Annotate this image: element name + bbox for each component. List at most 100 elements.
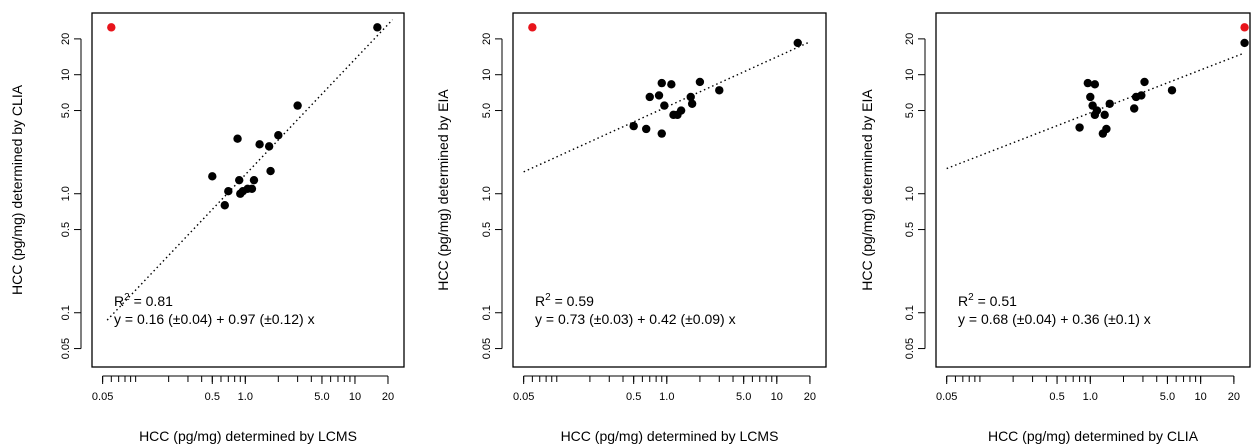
plot-frame (91, 12, 405, 368)
data-point (629, 121, 638, 131)
data-point (1092, 106, 1102, 115)
r-squared-symbol: R (535, 293, 545, 309)
y-tick-label: 20 (904, 33, 916, 45)
r-squared-symbol: R (958, 293, 968, 309)
data-point (264, 142, 274, 151)
x-tick-label: 0.5 (626, 391, 641, 403)
x-tick-label: 20 (804, 391, 816, 403)
data-point (793, 38, 802, 48)
outlier-point (107, 23, 116, 32)
x-tick-label: 0.05 (513, 391, 534, 403)
x-tick-label: 5.0 (314, 391, 329, 403)
r-squared-exponent: 2 (545, 292, 551, 303)
y-axis-title: HCC (pg/mg) determined by EIA (435, 89, 451, 291)
r-squared-exponent: 2 (124, 292, 130, 303)
y-tick-label: 0.05 (904, 338, 916, 359)
r-squared-symbol: R (114, 293, 124, 309)
data-point (255, 140, 264, 149)
data-point (654, 91, 664, 100)
regression-equation: y = 0.73 (±0.03) + 0.42 (±0.09) x (535, 311, 736, 327)
r-squared-value: = 0.51 (974, 293, 1017, 309)
data-point (274, 131, 283, 140)
data-point (1137, 91, 1146, 100)
x-tick-label: 10 (771, 391, 783, 403)
data-point (224, 187, 233, 196)
x-tick-label: 0.05 (92, 391, 113, 403)
r-squared-value: = 0.59 (551, 293, 594, 309)
y-axis-title: HCC (pg/mg) determined by CLIA (9, 84, 25, 295)
scatter-panel-1: 0.05 0.5 1.0 5.0 10 20 0.05 0.1 0.5 1.0 5.0 10 20 HCC… (9, 12, 405, 444)
x-tick-label: 20 (1228, 391, 1240, 403)
outlier-point (528, 23, 537, 32)
data-point (1083, 78, 1093, 88)
y-tick-label: 0.5 (904, 222, 916, 237)
data-point (1086, 92, 1095, 102)
y-tick-label: 1.0 (904, 186, 916, 201)
data-point (1140, 77, 1149, 87)
x-tick-label: 20 (382, 391, 394, 403)
y-tick-label: 10 (481, 69, 493, 81)
scatter-panel-2: 0.05 0.5 1.0 5.0 10 20 0.05 0.1 0.5 1.0 5.0 10 20 HCC… (435, 12, 827, 444)
y-tick-label: 0.1 (904, 305, 916, 320)
regression-equation: y = 0.68 (±0.04) + 0.36 (±0.1) x (958, 311, 1151, 327)
outlier-point (1240, 23, 1249, 32)
data-point (715, 86, 724, 95)
data-point (645, 92, 654, 102)
y-tick-label: 0.5 (60, 222, 72, 237)
data-point (235, 175, 244, 185)
data-point (1240, 38, 1249, 48)
plot-frame (935, 12, 1251, 368)
y-tick-label: 1.0 (60, 186, 72, 201)
r-squared-exponent: 2 (968, 292, 974, 303)
x-tick-label: 5.0 (736, 391, 751, 403)
plot-frame (512, 12, 827, 368)
data-point (676, 106, 686, 115)
r-squared-label: R2 = 0.51 (958, 292, 1017, 309)
data-point (247, 184, 257, 193)
r-squared-label: R2 = 0.81 (114, 292, 173, 309)
y-tick-label: 20 (60, 33, 72, 45)
data-point (642, 124, 651, 134)
data-point (667, 80, 676, 89)
regression-line (523, 41, 811, 173)
y-tick-label: 0.05 (60, 338, 72, 359)
scatter-panel-3: 0.05 0.5 1.0 5.0 10 20 0.05 0.1 0.5 1.0 5.0 10 20 HCC… (859, 12, 1251, 444)
x-tick-label: 0.5 (205, 391, 220, 403)
x-axis-title: HCC (pg/mg) determined by CLIA (988, 428, 1199, 444)
regression-equation: y = 0.16 (±0.04) + 0.97 (±0.12) x (114, 311, 315, 327)
y-tick-label: 5.0 (904, 103, 916, 118)
y-tick-label: 0.1 (60, 305, 72, 320)
data-point (687, 99, 697, 108)
y-tick-label: 0.05 (481, 338, 493, 359)
data-point (249, 175, 259, 185)
data-point (220, 201, 229, 210)
data-point (660, 101, 669, 110)
r-squared-label: R2 = 0.59 (535, 292, 594, 309)
data-point (695, 77, 705, 87)
y-tick-label: 10 (60, 69, 72, 81)
y-tick-label: 5.0 (481, 103, 493, 118)
data-point (293, 101, 302, 110)
data-point (373, 23, 382, 32)
data-point (1102, 124, 1111, 134)
data-point (208, 172, 217, 181)
y-tick-label: 0.1 (481, 305, 493, 320)
regression-line (106, 19, 394, 321)
data-point (1167, 86, 1177, 95)
x-tick-label: 0.5 (1049, 391, 1064, 403)
r-squared-value: = 0.81 (130, 293, 173, 309)
x-tick-label: 1.0 (1083, 391, 1098, 403)
data-point (266, 166, 275, 176)
x-axis-title: HCC (pg/mg) determined by LCMS (139, 428, 357, 444)
y-tick-label: 0.5 (481, 222, 493, 237)
y-axis-title: HCC (pg/mg) determined by EIA (859, 89, 875, 291)
data-point (1130, 104, 1139, 113)
x-tick-label: 1.0 (659, 391, 674, 403)
x-tick-label: 0.05 (936, 391, 957, 403)
data-point (686, 92, 695, 102)
x-tick-label: 10 (1195, 391, 1207, 403)
data-point (1105, 99, 1114, 108)
data-point (657, 129, 666, 138)
data-point (1075, 123, 1084, 132)
